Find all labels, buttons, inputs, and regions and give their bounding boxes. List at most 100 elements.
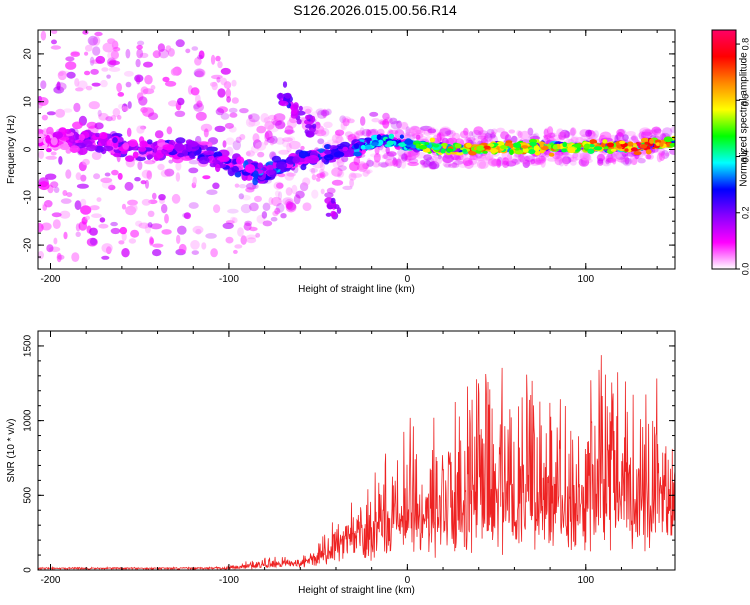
heatmap-cell (521, 145, 529, 149)
heatmap-cell (310, 115, 316, 123)
heatmap-cell (509, 144, 514, 148)
heatmap-cell (376, 134, 382, 141)
heatmap-cell (365, 144, 372, 150)
heatmap-cell (225, 236, 234, 244)
heatmap-cell (360, 116, 366, 126)
heatmap-cell (331, 133, 343, 144)
heatmap-cell (209, 162, 217, 168)
heatmap-cell (424, 142, 430, 146)
heatmap-cell (80, 174, 87, 182)
heatmap-cell (631, 147, 638, 152)
heatmap-cell (59, 136, 70, 141)
heatmap-cell (152, 243, 164, 248)
heatmap-cell (483, 145, 491, 149)
heatmap-cell (240, 235, 247, 245)
heatmap-cell (202, 175, 211, 180)
heatmap-cell (274, 190, 281, 197)
heatmap-cell (645, 154, 652, 160)
heatmap-cell (188, 160, 200, 165)
heatmap-cell (86, 121, 98, 129)
x-axis-label: Height of straight line (km) (298, 284, 415, 295)
heatmap-cell (282, 139, 290, 148)
heatmap-cell (487, 158, 499, 167)
heatmap-cell (245, 164, 256, 173)
heatmap-cell (357, 163, 368, 172)
heatmap-cell (136, 48, 144, 59)
heatmap-cell (109, 59, 116, 65)
heatmap-cell (95, 132, 101, 138)
heatmap-cell (317, 109, 327, 119)
y-tick-label: -10 (23, 190, 34, 205)
heatmap-cell (248, 119, 261, 127)
heatmap-cell (629, 155, 638, 166)
heatmap-cell (311, 167, 316, 175)
heatmap-cell (144, 74, 153, 85)
heatmap-cell (533, 145, 540, 152)
heatmap-cell (212, 182, 220, 190)
heatmap-cell (349, 178, 354, 188)
heatmap-cell (53, 86, 65, 94)
heatmap-cell (99, 217, 106, 223)
heatmap-cell (362, 162, 370, 170)
heatmap-cell (633, 151, 642, 156)
heatmap-cell (65, 169, 72, 179)
heatmap-cell (516, 130, 521, 137)
heatmap-cell (112, 46, 121, 52)
heatmap-cell (401, 153, 408, 162)
heatmap-cell (427, 128, 437, 134)
heatmap-cell (616, 128, 625, 137)
heatmap-cell (657, 129, 668, 140)
heatmap-cell (558, 131, 567, 141)
heatmap-cell (476, 145, 486, 151)
heatmap-cell (50, 181, 59, 188)
heatmap-cell (534, 157, 542, 165)
heatmap-cell (459, 130, 469, 139)
heatmap-cell (561, 156, 572, 165)
heatmap-cell (311, 174, 317, 181)
heatmap-cell (298, 150, 309, 159)
heatmap-cell (304, 108, 312, 115)
heatmap-cell (496, 158, 502, 168)
heatmap-cell (463, 127, 469, 136)
heatmap-cell (645, 149, 652, 155)
heatmap-cell (68, 134, 75, 144)
heatmap-cell (249, 202, 259, 212)
heatmap-cell (125, 48, 131, 59)
heatmap-cell (664, 152, 670, 157)
heatmap-cell (45, 173, 57, 180)
heatmap-cell (74, 78, 80, 87)
heatmap-cell (248, 114, 253, 120)
heatmap-cell (98, 223, 109, 229)
heatmap-cell (327, 139, 339, 144)
heatmap-cell (110, 115, 117, 121)
heatmap-cell (38, 181, 50, 191)
heatmap-cell (386, 151, 397, 157)
heatmap-cell (540, 153, 547, 162)
heatmap-cell (473, 155, 479, 161)
heatmap-cell (543, 127, 551, 138)
heatmap-cell (631, 134, 638, 142)
heatmap-cell (205, 233, 217, 239)
heatmap-cell (371, 118, 380, 123)
heatmap-cell (50, 45, 62, 50)
heatmap-cell (200, 123, 213, 133)
heatmap-cell (139, 52, 149, 59)
heatmap-cell (579, 152, 591, 161)
heatmap-cell (56, 252, 62, 263)
heatmap-cell (164, 213, 169, 224)
heatmap-cell (380, 146, 388, 153)
heatmap-cell (141, 198, 151, 206)
heatmap-cell (500, 131, 509, 140)
heatmap-cell (639, 127, 651, 135)
heatmap-cell (370, 128, 379, 137)
y-tick-label: 500 (23, 487, 34, 504)
heatmap-cell (65, 61, 77, 70)
heatmap-cell (426, 161, 431, 169)
heatmap-cell (500, 145, 508, 150)
heatmap-cell (543, 135, 549, 140)
heatmap-cell (307, 155, 320, 164)
heatmap-cell (91, 82, 101, 87)
y-axis-label: Frequency (Hz) (6, 115, 17, 184)
heatmap-cell (197, 54, 203, 60)
